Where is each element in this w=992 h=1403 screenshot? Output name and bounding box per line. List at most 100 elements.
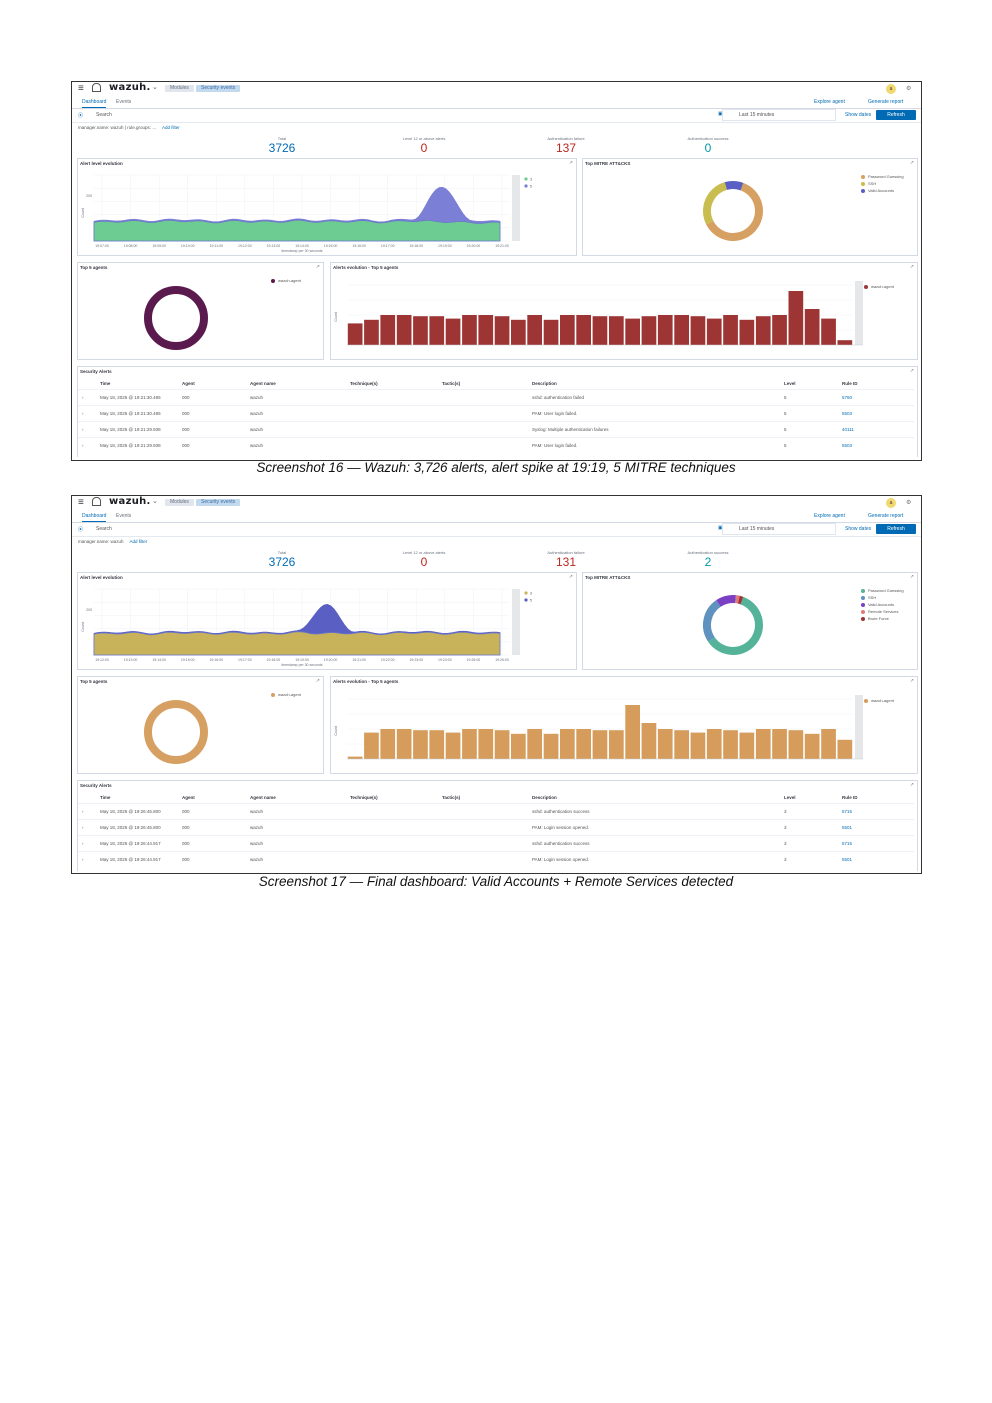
column-header[interactable]: Agent	[182, 795, 195, 800]
bar[interactable]	[347, 756, 363, 759]
table-row[interactable]: › May 18, 2025 @ 19:21:30.485 000 wazuh sshd…	[78, 389, 914, 406]
slice-0[interactable]	[144, 286, 208, 350]
tab-dashboard[interactable]: Dashboard	[82, 513, 107, 522]
bar[interactable]	[380, 315, 396, 345]
expand-icon[interactable]: ↗	[909, 368, 914, 374]
expand-icon[interactable]: ↗	[909, 264, 914, 270]
calendar-icon[interactable]: ▣	[718, 525, 723, 531]
bar[interactable]	[576, 315, 591, 345]
cell-rule[interactable]: 5501	[842, 825, 853, 830]
add-filter-link[interactable]: Add filter	[129, 539, 148, 544]
refresh-button[interactable]: Refresh	[876, 524, 916, 534]
slice-2[interactable]	[724, 181, 744, 191]
table-row[interactable]: › May 18, 2025 @ 19:26:45.800 000 wazuh PAM:…	[78, 819, 914, 836]
cell-rule[interactable]: 5715	[842, 809, 853, 814]
expand-row-icon[interactable]: ›	[82, 825, 84, 830]
expand-row-icon[interactable]: ›	[82, 443, 84, 448]
filter-icon[interactable]: ⦿	[78, 113, 84, 119]
legend-item[interactable]: Password Guessing	[861, 587, 904, 594]
bar[interactable]	[739, 732, 755, 759]
table-row[interactable]: › May 18, 2025 @ 19:21:30.485 000 wazuh PAM:…	[78, 405, 914, 422]
bar[interactable]	[690, 732, 706, 759]
bar[interactable]	[609, 730, 624, 759]
gear-icon[interactable]: ⚙	[906, 86, 912, 92]
bar[interactable]	[592, 730, 608, 759]
column-header[interactable]: Description	[532, 381, 557, 386]
bar[interactable]	[413, 316, 428, 345]
column-header[interactable]: Rule ID	[842, 381, 858, 386]
bar[interactable]	[625, 705, 640, 759]
slice-0[interactable]	[708, 596, 763, 655]
menu-icon[interactable]: ≡	[78, 83, 84, 94]
expand-row-icon[interactable]: ›	[82, 395, 84, 400]
bar[interactable]	[445, 732, 461, 759]
explore-agent-link[interactable]: Explore agent	[814, 513, 845, 519]
column-header[interactable]: Agent name	[250, 795, 276, 800]
bar[interactable]	[380, 729, 396, 759]
bar[interactable]	[755, 729, 771, 759]
legend-item[interactable]: Brute Force	[861, 615, 904, 622]
explore-agent-link[interactable]: Explore agent	[814, 99, 845, 105]
slice-0[interactable]	[706, 182, 763, 241]
bar[interactable]	[837, 739, 853, 759]
bar[interactable]	[706, 318, 722, 345]
legend-item[interactable]: wazuh-agent	[864, 283, 894, 290]
column-header[interactable]: Technique(s)	[350, 381, 378, 386]
wazuh-logo[interactable]: wazuh.	[109, 82, 151, 93]
table-row[interactable]: › May 18, 2025 @ 19:26:44.917 000 wazuh PAM:…	[78, 851, 914, 868]
search-input[interactable]: Search	[96, 526, 112, 532]
column-header[interactable]: Agent	[182, 381, 195, 386]
bar[interactable]	[511, 319, 526, 345]
legend-label[interactable]: 5	[530, 598, 532, 602]
bar[interactable]	[478, 315, 494, 345]
avatar[interactable]: a	[886, 498, 896, 508]
bar[interactable]	[364, 732, 379, 759]
expand-icon[interactable]: ↗	[909, 782, 914, 788]
calendar-icon[interactable]: ▣	[718, 111, 723, 117]
date-picker[interactable]: Last 15 minutes	[722, 109, 836, 121]
bar[interactable]	[641, 316, 657, 345]
slice-3[interactable]	[735, 595, 740, 604]
legend-item[interactable]: Remote Services	[861, 608, 904, 615]
bar[interactable]	[560, 729, 575, 759]
slice-2[interactable]	[716, 595, 736, 607]
slice-0[interactable]	[144, 700, 208, 764]
bar[interactable]	[364, 319, 379, 345]
table-row[interactable]: › May 18, 2025 @ 19:26:44.917 000 wazuh sshd…	[78, 835, 914, 852]
legend-item[interactable]: SSH	[861, 180, 904, 187]
menu-icon[interactable]: ≡	[78, 497, 84, 508]
expand-icon[interactable]: ↗	[909, 574, 914, 580]
tab-events[interactable]: Events	[116, 99, 132, 105]
bar[interactable]	[674, 315, 689, 345]
breadcrumb-modules[interactable]: Modules	[165, 499, 194, 506]
bar[interactable]	[347, 323, 363, 345]
breadcrumb-modules[interactable]: Modules	[165, 85, 194, 92]
legend-label[interactable]: 3	[530, 177, 532, 181]
filter-pill[interactable]: manager.name: wazuh	[78, 539, 124, 544]
show-dates-link[interactable]: Show dates	[845, 526, 872, 532]
legend-item[interactable]: wazuh-agent	[271, 277, 301, 284]
bar[interactable]	[429, 316, 445, 345]
bar[interactable]	[788, 291, 804, 345]
refresh-button[interactable]: Refresh	[876, 110, 916, 120]
table-row[interactable]: › May 18, 2025 @ 19:26:45.800 000 wazuh sshd…	[78, 803, 914, 820]
bar[interactable]	[592, 316, 608, 345]
bar[interactable]	[723, 315, 738, 345]
expand-icon[interactable]: ↗	[315, 678, 320, 684]
column-header[interactable]: Rule ID	[842, 795, 858, 800]
tab-dashboard[interactable]: Dashboard	[82, 99, 107, 108]
generate-report-link[interactable]: Generate report	[868, 513, 904, 519]
home-icon[interactable]	[92, 83, 101, 92]
date-picker[interactable]: Last 15 minutes	[722, 523, 836, 535]
chevron-down-icon[interactable]: ⌄	[152, 84, 158, 91]
bar[interactable]	[772, 315, 787, 345]
bar[interactable]	[462, 315, 477, 345]
expand-row-icon[interactable]: ›	[82, 411, 84, 416]
avatar[interactable]: a	[886, 84, 896, 94]
filter-icon[interactable]: ⦿	[78, 527, 84, 533]
cell-rule[interactable]: 5503	[842, 443, 853, 448]
tab-events[interactable]: Events	[116, 513, 132, 519]
column-header[interactable]: Tactic(s)	[442, 795, 461, 800]
bar[interactable]	[657, 315, 673, 345]
gear-icon[interactable]: ⚙	[906, 500, 912, 506]
